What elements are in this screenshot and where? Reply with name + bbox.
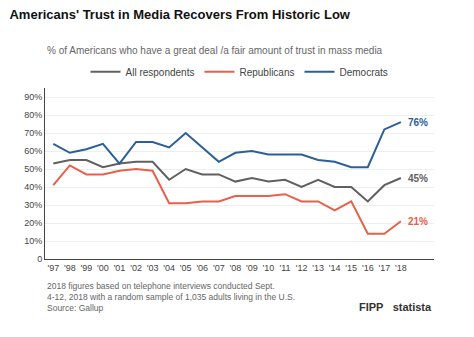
svg-text:30%: 30% <box>24 200 42 210</box>
svg-text:90%: 90% <box>24 92 42 102</box>
svg-text:'02: '02 <box>130 263 142 273</box>
svg-text:'06: '06 <box>196 263 208 273</box>
svg-text:21%: 21% <box>408 216 428 227</box>
svg-text:80%: 80% <box>24 110 42 120</box>
svg-text:FIPP statista: FIPP statista <box>359 301 432 313</box>
svg-text:'12: '12 <box>296 263 308 273</box>
svg-text:76%: 76% <box>408 117 428 128</box>
svg-text:'03: '03 <box>147 263 159 273</box>
svg-text:'08: '08 <box>229 263 241 273</box>
svg-text:10%: 10% <box>24 236 42 246</box>
svg-text:0: 0 <box>37 254 42 264</box>
svg-text:'15: '15 <box>345 263 357 273</box>
svg-text:% of Americans who have a grea: % of Americans who have a great deal /a … <box>47 45 383 56</box>
svg-text:Republicans: Republicans <box>239 67 294 78</box>
svg-text:Americans' Trust in Media Reco: Americans' Trust in Media Recovers From … <box>9 7 350 22</box>
svg-text:'18: '18 <box>395 263 407 273</box>
svg-text:'97: '97 <box>47 263 59 273</box>
svg-text:70%: 70% <box>24 128 42 138</box>
svg-text:'11: '11 <box>279 263 290 273</box>
svg-text:45%: 45% <box>408 173 428 184</box>
svg-text:'14: '14 <box>329 263 341 273</box>
svg-text:60%: 60% <box>24 146 42 156</box>
svg-text:'17: '17 <box>378 263 390 273</box>
svg-text:Democrats: Democrats <box>339 67 387 78</box>
svg-text:'10: '10 <box>263 263 275 273</box>
svg-text:'13: '13 <box>312 263 324 273</box>
svg-text:'04: '04 <box>163 263 175 273</box>
svg-text:'05: '05 <box>180 263 192 273</box>
svg-text:'99: '99 <box>81 263 93 273</box>
svg-text:40%: 40% <box>24 182 42 192</box>
svg-text:'09: '09 <box>246 263 258 273</box>
svg-text:'98: '98 <box>64 263 76 273</box>
svg-text:'07: '07 <box>213 263 225 273</box>
svg-text:50%: 50% <box>24 164 42 174</box>
svg-text:'00: '00 <box>97 263 109 273</box>
svg-text:'01: '01 <box>114 263 126 273</box>
svg-text:'16: '16 <box>362 263 374 273</box>
svg-text:2018 figures based on telephon: 2018 figures based on telephone intervie… <box>47 281 295 313</box>
svg-text:All respondents: All respondents <box>126 67 195 78</box>
svg-text:20%: 20% <box>24 218 42 228</box>
